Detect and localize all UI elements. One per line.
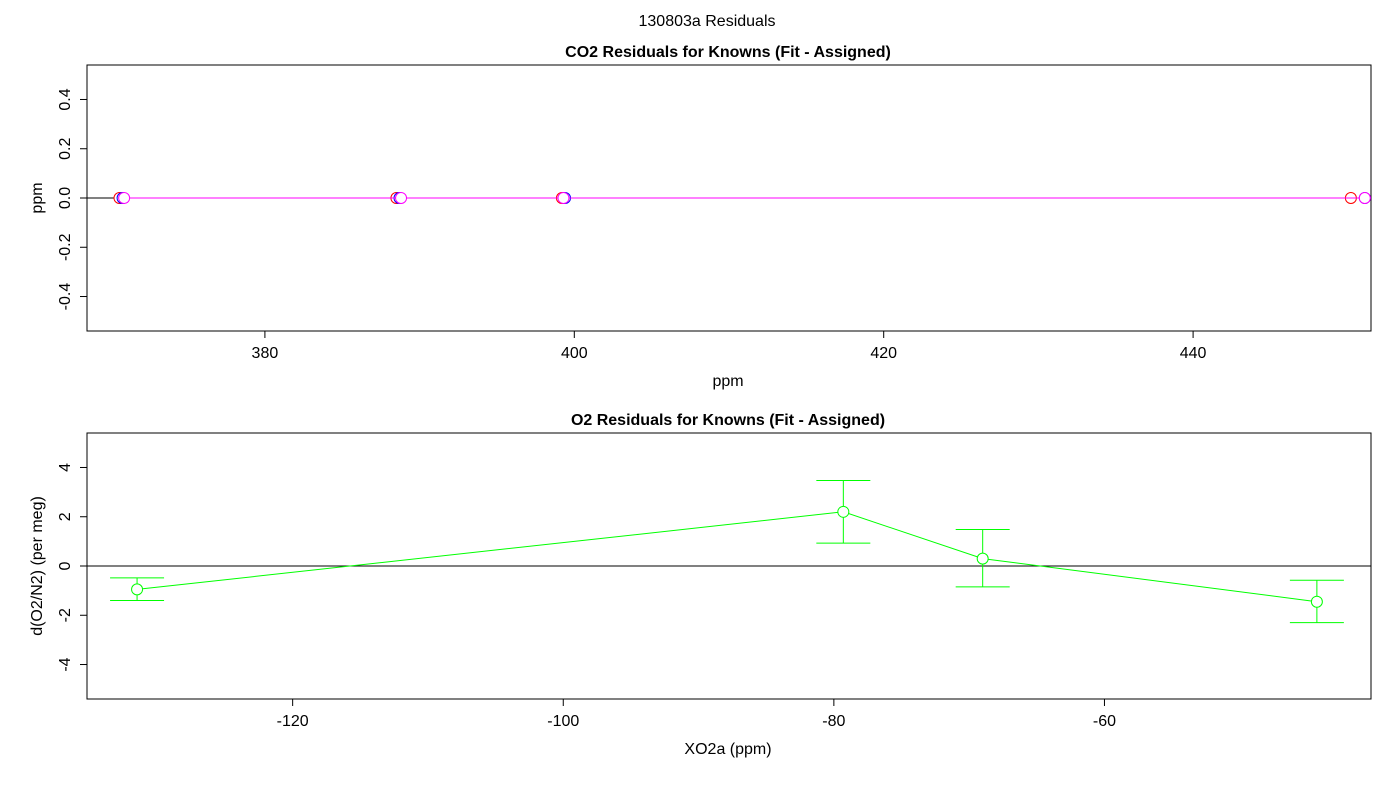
o2-x-tick-label: -80: [822, 713, 845, 730]
co2-series-3: [118, 192, 1371, 204]
co2-y-tick-label: 0.4: [57, 88, 74, 110]
o2-series-line: [137, 511, 1317, 603]
o2-x-tick-label: -120: [277, 713, 309, 730]
co2-y-tick-label: 0.2: [57, 138, 74, 160]
co2-x-tick-label: 420: [870, 345, 897, 362]
co2-panel-title: CO2 Residuals for Knowns (Fit - Assigned…: [565, 44, 891, 61]
co2-y-tick-label: -0.4: [57, 283, 74, 311]
co2-data-point: [1358, 192, 1371, 204]
o2-data-point: [976, 552, 989, 565]
o2-data-point: [837, 505, 850, 518]
co2-data-point: [557, 192, 570, 204]
o2-y-tick-label: 2: [57, 512, 74, 521]
o2-data-point: [131, 583, 144, 596]
o2-y-tick-label: -4: [57, 657, 74, 671]
o2-x-axis-label: XO2a (ppm): [684, 741, 771, 758]
o2-plot-area: -120 -100 -80 -60 -4 -2 0 2 4: [57, 463, 1371, 730]
co2-y-tick-label: 0.0: [57, 187, 74, 209]
co2-x-tick-label: 380: [252, 345, 279, 362]
figure-title: 130803a Residuals: [639, 13, 776, 30]
o2-panel-title: O2 Residuals for Knowns (Fit - Assigned): [571, 412, 885, 429]
o2-y-tick-label: -2: [57, 608, 74, 622]
o2-residuals-panel: O2 Residuals for Knowns (Fit - Assigned)…: [29, 412, 1372, 758]
co2-data-point: [395, 192, 408, 204]
co2-data-point: [118, 192, 131, 204]
co2-plot-area: 380 400 420 440 -0.4 -0.2 0.0 0.2 0.4: [57, 88, 1371, 362]
co2-x-axis-label: ppm: [712, 373, 743, 390]
o2-x-tick-label: -60: [1093, 713, 1116, 730]
o2-data-point: [1310, 595, 1323, 608]
o2-x-tick-label: -100: [547, 713, 579, 730]
co2-y-axis-label: ppm: [29, 182, 46, 213]
co2-y-tick-label: -0.2: [57, 233, 74, 261]
o2-y-tick-label: 4: [57, 463, 74, 472]
o2-y-axis-label: d(O2/N2) (per meg): [29, 496, 46, 636]
co2-x-tick-label: 400: [561, 345, 588, 362]
o2-series-1: [110, 480, 1344, 624]
o2-y-tick-label: 0: [57, 561, 74, 570]
co2-x-tick-label: 440: [1180, 345, 1207, 362]
co2-residuals-panel: CO2 Residuals for Knowns (Fit - Assigned…: [29, 44, 1372, 390]
